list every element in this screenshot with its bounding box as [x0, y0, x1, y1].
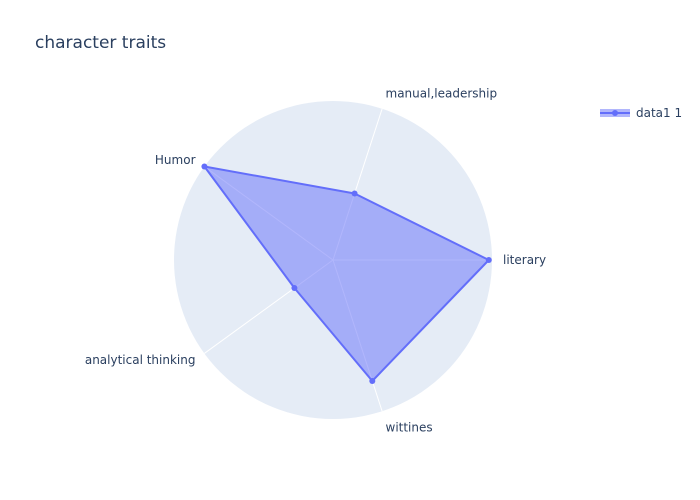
- legend-swatch: [600, 109, 630, 117]
- data-point[interactable]: [351, 190, 358, 197]
- axis-label: wittines: [386, 421, 433, 435]
- data-point[interactable]: [369, 378, 376, 384]
- axis-label: analytical thinking: [85, 353, 196, 367]
- series-area: [203, 165, 490, 382]
- axis-label: manual,leadership: [386, 86, 498, 100]
- chart-title: character traits: [35, 33, 167, 53]
- legend-swatch-marker: [612, 110, 618, 116]
- data-point[interactable]: [485, 257, 492, 263]
- data-point[interactable]: [291, 285, 298, 291]
- series-layer: [201, 163, 492, 384]
- axis-label: Humor: [155, 153, 196, 167]
- legend-label-series: data1 1: [636, 106, 683, 120]
- axis-labels: literary manual,leadership Humor analytical…: [85, 86, 546, 434]
- legend[interactable]: data1 1: [600, 106, 682, 120]
- axis-label: literary: [503, 253, 546, 267]
- data-point[interactable]: [201, 163, 208, 170]
